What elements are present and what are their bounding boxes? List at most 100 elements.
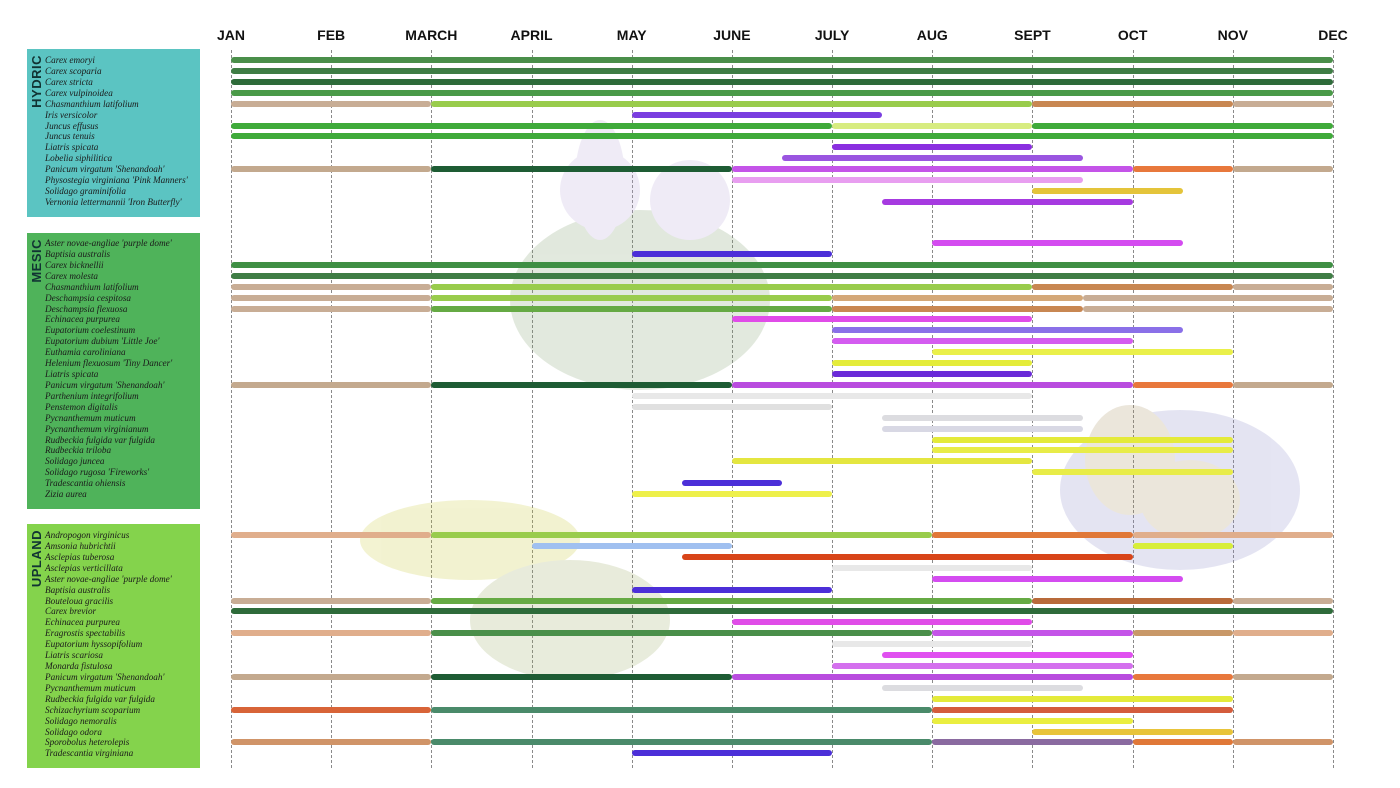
bloom-bar bbox=[631, 250, 833, 257]
bloom-bar bbox=[631, 403, 833, 410]
bloom-bar bbox=[882, 425, 1083, 432]
plant-label: Schizachyrium scoparium bbox=[45, 704, 141, 715]
group-box-upland: UPLAND bbox=[27, 524, 200, 769]
month-label: JAN bbox=[216, 27, 245, 43]
bloom-bar bbox=[431, 381, 732, 388]
bloom-bar bbox=[231, 739, 432, 746]
plant-label: Parthenium integrifolium bbox=[45, 390, 139, 401]
bloom-bar bbox=[431, 673, 732, 680]
month-gridline bbox=[531, 50, 533, 768]
plant-label: Chasmanthium latifolium bbox=[45, 98, 139, 109]
month-gridline bbox=[331, 50, 333, 768]
month-label: MARCH bbox=[405, 27, 458, 43]
bloom-bar bbox=[231, 630, 432, 637]
plant-label: Panicum virgatum 'Shenandoah' bbox=[45, 671, 165, 682]
plant-label: Carex molesta bbox=[45, 270, 98, 281]
plant-label: Penstemon digitalis bbox=[45, 401, 118, 412]
bloom-bar bbox=[231, 57, 1333, 63]
plant-label: Eupatorium coelestinum bbox=[45, 325, 136, 336]
bloom-bar bbox=[932, 695, 1233, 702]
plant-label: Juncus effusus bbox=[45, 120, 99, 131]
bloom-bar bbox=[832, 360, 1033, 367]
bloom-bar bbox=[431, 739, 933, 746]
plant-label: Solidago graminifolia bbox=[45, 186, 126, 197]
bloom-bar bbox=[1232, 381, 1333, 388]
bloom-bar bbox=[1132, 739, 1233, 746]
bloom-bar bbox=[731, 673, 1133, 680]
bloom-bar bbox=[231, 261, 1333, 268]
plant-label: Carex emoryi bbox=[45, 55, 95, 65]
bloom-bar bbox=[1232, 283, 1333, 290]
plant-label: Chasmanthium latifolium bbox=[45, 281, 139, 292]
plant-label: Solidago odora bbox=[45, 726, 102, 737]
bloom-bar bbox=[1032, 188, 1183, 195]
bloom-bar bbox=[882, 652, 1133, 659]
plant-label: Vernonia lettermannii 'Iron Butterfly' bbox=[45, 196, 182, 207]
bloom-bar bbox=[231, 133, 1333, 140]
plant-label: Tradescantia virginiana bbox=[45, 748, 134, 759]
plant-label: Echinacea purpurea bbox=[45, 617, 120, 628]
plant-label: Monarda fistulosa bbox=[45, 661, 113, 672]
plant-label: Pycnanthemum virginianum bbox=[45, 423, 149, 434]
plant-label: Solidago juncea bbox=[45, 456, 105, 467]
bloom-bar bbox=[832, 564, 1033, 571]
bloom-bar bbox=[1032, 728, 1233, 735]
month-gridline bbox=[431, 50, 433, 768]
bloom-bar bbox=[1132, 542, 1233, 549]
group-box-mesic: MESIC bbox=[27, 233, 200, 510]
month-gridline bbox=[932, 50, 934, 768]
bloom-bar bbox=[882, 414, 1083, 421]
plant-label: Aster novae-angliae 'purple dome' bbox=[45, 573, 172, 584]
bloom-bar bbox=[231, 294, 432, 301]
bloom-bar bbox=[231, 89, 1333, 96]
bloom-bar bbox=[1232, 739, 1333, 746]
bloom-bar bbox=[231, 166, 432, 173]
plant-label: Solidago rugosa 'Fireworks' bbox=[45, 467, 150, 478]
bloom-bar bbox=[1232, 673, 1333, 680]
plant-label: Rudbeckia fulgida var fulgida bbox=[45, 693, 155, 704]
bloom-bar bbox=[932, 436, 1233, 443]
bloom-bar bbox=[932, 532, 1133, 538]
plant-label: Panicum virgatum 'Shenandoah' bbox=[45, 379, 165, 390]
plant-label: Deschampsia cespitosa bbox=[45, 292, 131, 303]
plant-label: Andropogon virginicus bbox=[45, 530, 130, 540]
plant-label: Amsonia hubrichtii bbox=[45, 540, 116, 551]
bloom-bar bbox=[1032, 122, 1333, 129]
plant-label: Carex vulpinoidea bbox=[45, 87, 113, 98]
plant-label: Lobelia siphilitica bbox=[45, 153, 113, 164]
bloom-bar bbox=[932, 349, 1233, 356]
month-label: AUG bbox=[916, 27, 948, 43]
bloom-bar bbox=[531, 542, 732, 549]
plant-label: Iris versicolor bbox=[45, 109, 98, 120]
plant-label: Eragrostis spectabilis bbox=[45, 628, 126, 639]
month-label: DEC bbox=[1318, 27, 1348, 43]
plant-label: Liatris spicata bbox=[45, 369, 99, 380]
bloom-bar bbox=[932, 706, 1233, 713]
bloom-bar bbox=[731, 316, 1033, 323]
bloom-bar bbox=[1132, 532, 1333, 538]
bloom-bar bbox=[1032, 283, 1233, 290]
plant-label: Eupatorium dubium 'Little Joe' bbox=[45, 336, 160, 347]
plant-label: Panicum virgatum 'Shenandoah' bbox=[45, 164, 165, 175]
bloom-bar bbox=[431, 166, 732, 173]
plant-label: Carex scoparia bbox=[45, 65, 102, 76]
bloom-bar bbox=[631, 392, 1033, 399]
bloom-bar bbox=[731, 381, 1133, 388]
bloom-bar bbox=[431, 283, 1033, 290]
bloom-bar bbox=[832, 305, 1083, 312]
month-gridline bbox=[1232, 50, 1234, 768]
bloom-bar bbox=[1132, 381, 1233, 388]
month-label: JUNE bbox=[713, 27, 751, 43]
plant-label: Carex stricta bbox=[45, 76, 93, 87]
month-label: MAY bbox=[616, 27, 647, 43]
bloom-bar bbox=[1032, 100, 1233, 107]
bloom-bar bbox=[231, 67, 1333, 74]
plant-label: Asclepias verticillata bbox=[45, 562, 123, 573]
month-gridline bbox=[231, 50, 232, 768]
plant-label: Helenium flexuosum 'Tiny Dancer' bbox=[45, 358, 173, 369]
month-label: SEPT bbox=[1014, 27, 1051, 43]
bloom-bar bbox=[431, 597, 1033, 604]
bloom-bar bbox=[731, 458, 1033, 465]
bloom-bar bbox=[1232, 166, 1333, 173]
bloom-bar bbox=[631, 750, 833, 757]
